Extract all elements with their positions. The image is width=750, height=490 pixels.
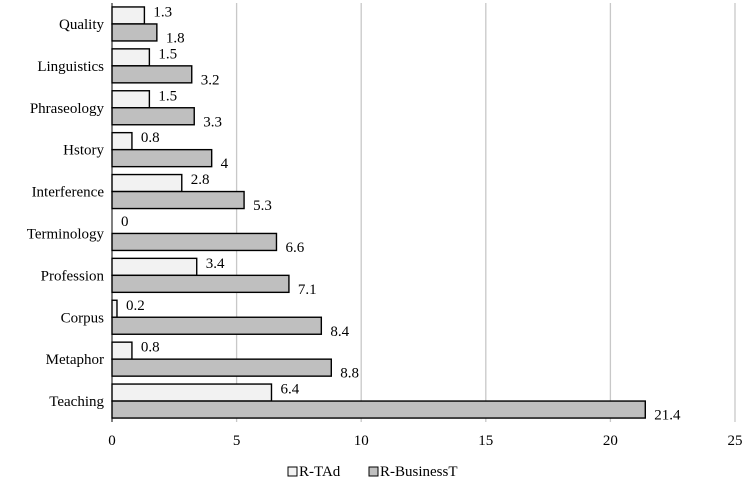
data-label: 7.1 <box>298 282 317 298</box>
data-label: 2.8 <box>191 172 210 188</box>
category-label: Profession <box>41 268 105 284</box>
data-label: 1.8 <box>166 30 185 46</box>
data-label: 3.2 <box>201 72 220 88</box>
data-label: 6.4 <box>280 382 299 398</box>
data-label: 21.4 <box>654 408 681 424</box>
bar-r-businesst <box>111 23 158 42</box>
bar-r-tad <box>111 257 198 277</box>
bar-r-businesst <box>111 316 323 335</box>
data-label: 8.8 <box>340 366 359 382</box>
category-label: Teaching <box>49 394 104 410</box>
data-label: 3.3 <box>203 114 222 130</box>
data-label: 1.5 <box>158 88 177 104</box>
x-tick-label: 25 <box>728 433 743 449</box>
data-label: 0.8 <box>141 340 160 356</box>
bar-r-businesst <box>111 274 290 294</box>
x-tick-label: 20 <box>603 433 618 449</box>
bar-r-businesst <box>111 190 245 210</box>
legend-swatch <box>287 466 298 477</box>
bar-r-businesst <box>111 65 193 84</box>
bar-r-businesst <box>111 148 213 168</box>
bar-r-tad <box>111 299 118 318</box>
x-tick-label: 5 <box>233 433 241 449</box>
bar-r-businesst <box>111 358 332 377</box>
bar-r-businesst <box>111 400 646 419</box>
category-label: Phraseology <box>30 101 105 117</box>
category-label: Hstory <box>63 143 104 159</box>
category-label: Terminology <box>27 226 105 242</box>
bar-r-tad <box>111 90 151 109</box>
legend-label: R-BusinessT <box>380 464 458 480</box>
bar-r-tad <box>111 383 273 402</box>
legend-label: R-TAd <box>299 464 341 480</box>
data-label: 0 <box>121 214 129 230</box>
bar-r-tad <box>111 131 133 151</box>
data-label: 0.8 <box>141 130 160 146</box>
category-label: Interference <box>32 185 105 201</box>
legend-swatch <box>368 466 379 477</box>
data-label: 6.6 <box>285 240 304 256</box>
bar-r-tad <box>111 6 146 25</box>
data-label: 0.2 <box>126 298 145 314</box>
bar-r-businesst <box>111 232 278 252</box>
bar-r-tad <box>111 341 133 360</box>
x-tick-label: 15 <box>478 433 493 449</box>
x-tick-label: 10 <box>354 433 369 449</box>
x-tick-label: 0 <box>108 433 116 449</box>
data-label: 4 <box>221 156 229 172</box>
bar-r-businesst <box>111 107 195 126</box>
labels: 0 5 10 15 20 25 Quality 1.3 1.8 Linguistics 1.5 3.2… <box>27 4 743 449</box>
bar-r-tad <box>111 48 151 67</box>
data-label: 5.3 <box>253 198 272 214</box>
legend: R-TAd R-BusinessT <box>287 464 458 480</box>
data-label: 1.5 <box>158 46 177 62</box>
category-label: Corpus <box>61 310 105 326</box>
data-label: 8.4 <box>330 324 349 340</box>
category-label: Metaphor <box>46 352 104 368</box>
data-label: 3.4 <box>206 256 225 272</box>
bar-r-tad <box>111 173 183 193</box>
data-label: 1.3 <box>153 4 172 20</box>
bars <box>111 6 646 419</box>
category-label: Linguistics <box>37 59 104 75</box>
category-label: Quality <box>59 17 104 33</box>
